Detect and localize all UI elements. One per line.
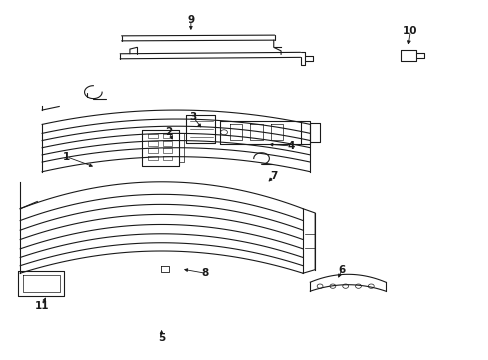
Text: 9: 9 [187,15,194,26]
Text: 2: 2 [165,127,172,136]
Text: 8: 8 [202,268,209,278]
Text: 5: 5 [158,333,165,343]
Text: 10: 10 [402,26,417,36]
Text: 11: 11 [35,301,49,311]
Text: 3: 3 [189,112,197,122]
Text: 7: 7 [269,171,277,181]
Text: 4: 4 [286,141,294,151]
Text: 6: 6 [338,265,345,275]
Text: 1: 1 [63,152,70,162]
